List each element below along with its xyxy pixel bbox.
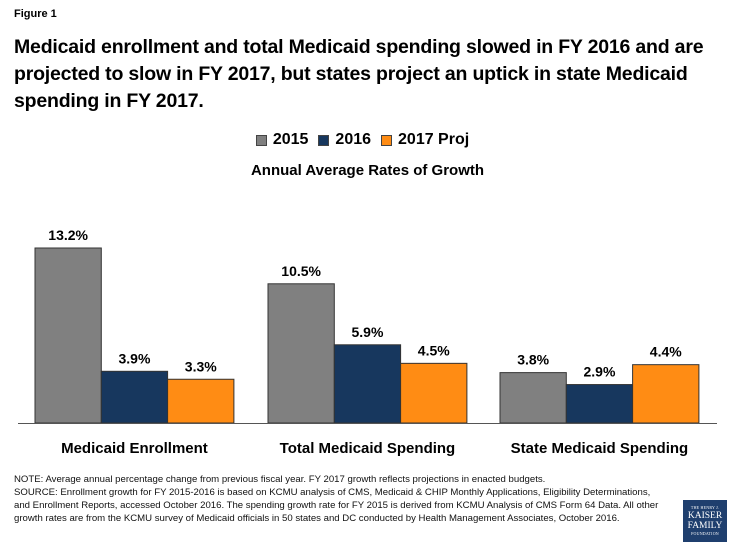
legend-item-2016: 2016 (318, 131, 371, 149)
bar-medicaid-enrollment-2016 (100, 370, 169, 424)
data-label-total-medicaid-spending-2015: 10.5% (281, 263, 321, 279)
kff-logo: THE HENRY J. KAISER FAMILY FOUNDATION (683, 500, 727, 542)
chart-subtitle: Annual Average Rates of Growth (250, 162, 485, 179)
legend-swatch-2015 (255, 134, 267, 146)
bar-total-medicaid-spending-2016 (333, 344, 402, 424)
legend: 2015 2016 2017 Proj (0, 131, 735, 149)
bar-state-medicaid-spending-2016 (565, 384, 634, 424)
logo-line-4: FOUNDATION (691, 531, 719, 536)
legend-label-2016: 2016 (335, 131, 372, 148)
bar-medicaid-enrollment-2015 (34, 247, 102, 424)
logo-line-1: THE HENRY J. (690, 505, 720, 510)
legend-swatch-2017-proj (381, 134, 393, 146)
note-text: NOTE: Average annual percentage change f… (14, 474, 546, 485)
legend-swatch-2016 (318, 134, 330, 146)
category-label-total-medicaid-spending: Total Medicaid Spending (280, 440, 456, 457)
notes: NOTE: Average annual percentage change f… (14, 473, 664, 525)
legend-item-2015: 2015 (255, 131, 309, 149)
bar-state-medicaid-spending-2015 (499, 372, 567, 424)
logo-line-3: FAMILY (687, 521, 723, 531)
data-label-state-medicaid-spending-2015: 3.8% (517, 352, 549, 368)
legend-label-2017-proj: 2017 Proj (398, 131, 470, 148)
logo-line-2: KAISER (687, 511, 723, 521)
data-label-state-medicaid-spending-2016: 2.9% (583, 364, 615, 380)
legend-label-2015: 2015 (272, 131, 309, 148)
bar-medicaid-enrollment-2017-proj (167, 378, 235, 424)
data-label-total-medicaid-spending-2017-proj: 4.5% (418, 342, 450, 358)
figure-label: Figure 1 (14, 8, 57, 20)
bar-total-medicaid-spending-2015 (267, 283, 335, 424)
data-label-medicaid-enrollment-2015: 13.2% (48, 227, 88, 243)
chart-title: Medicaid enrollment and total Medicaid s… (14, 36, 704, 112)
data-label-medicaid-enrollment-2017-proj: 3.3% (185, 358, 217, 374)
data-label-state-medicaid-spending-2017-proj: 4.4% (650, 344, 682, 360)
data-label-medicaid-enrollment-2016: 3.9% (118, 350, 150, 366)
category-label-state-medicaid-spending: State Medicaid Spending (511, 440, 689, 457)
bar-chart: 13.2% 3.9% 3.3% Medicaid Enrollment 10.5% 5.9… (18, 227, 717, 457)
bar-state-medicaid-spending-2017-proj (632, 364, 700, 424)
source-text: SOURCE: Enrollment growth for FY 2015-20… (14, 487, 659, 524)
category-label-medicaid-enrollment: Medicaid Enrollment (61, 440, 208, 457)
data-label-total-medicaid-spending-2016: 5.9% (351, 324, 383, 340)
legend-item-2017-proj: 2017 Proj (381, 131, 469, 149)
bar-total-medicaid-spending-2017-proj (400, 362, 468, 424)
